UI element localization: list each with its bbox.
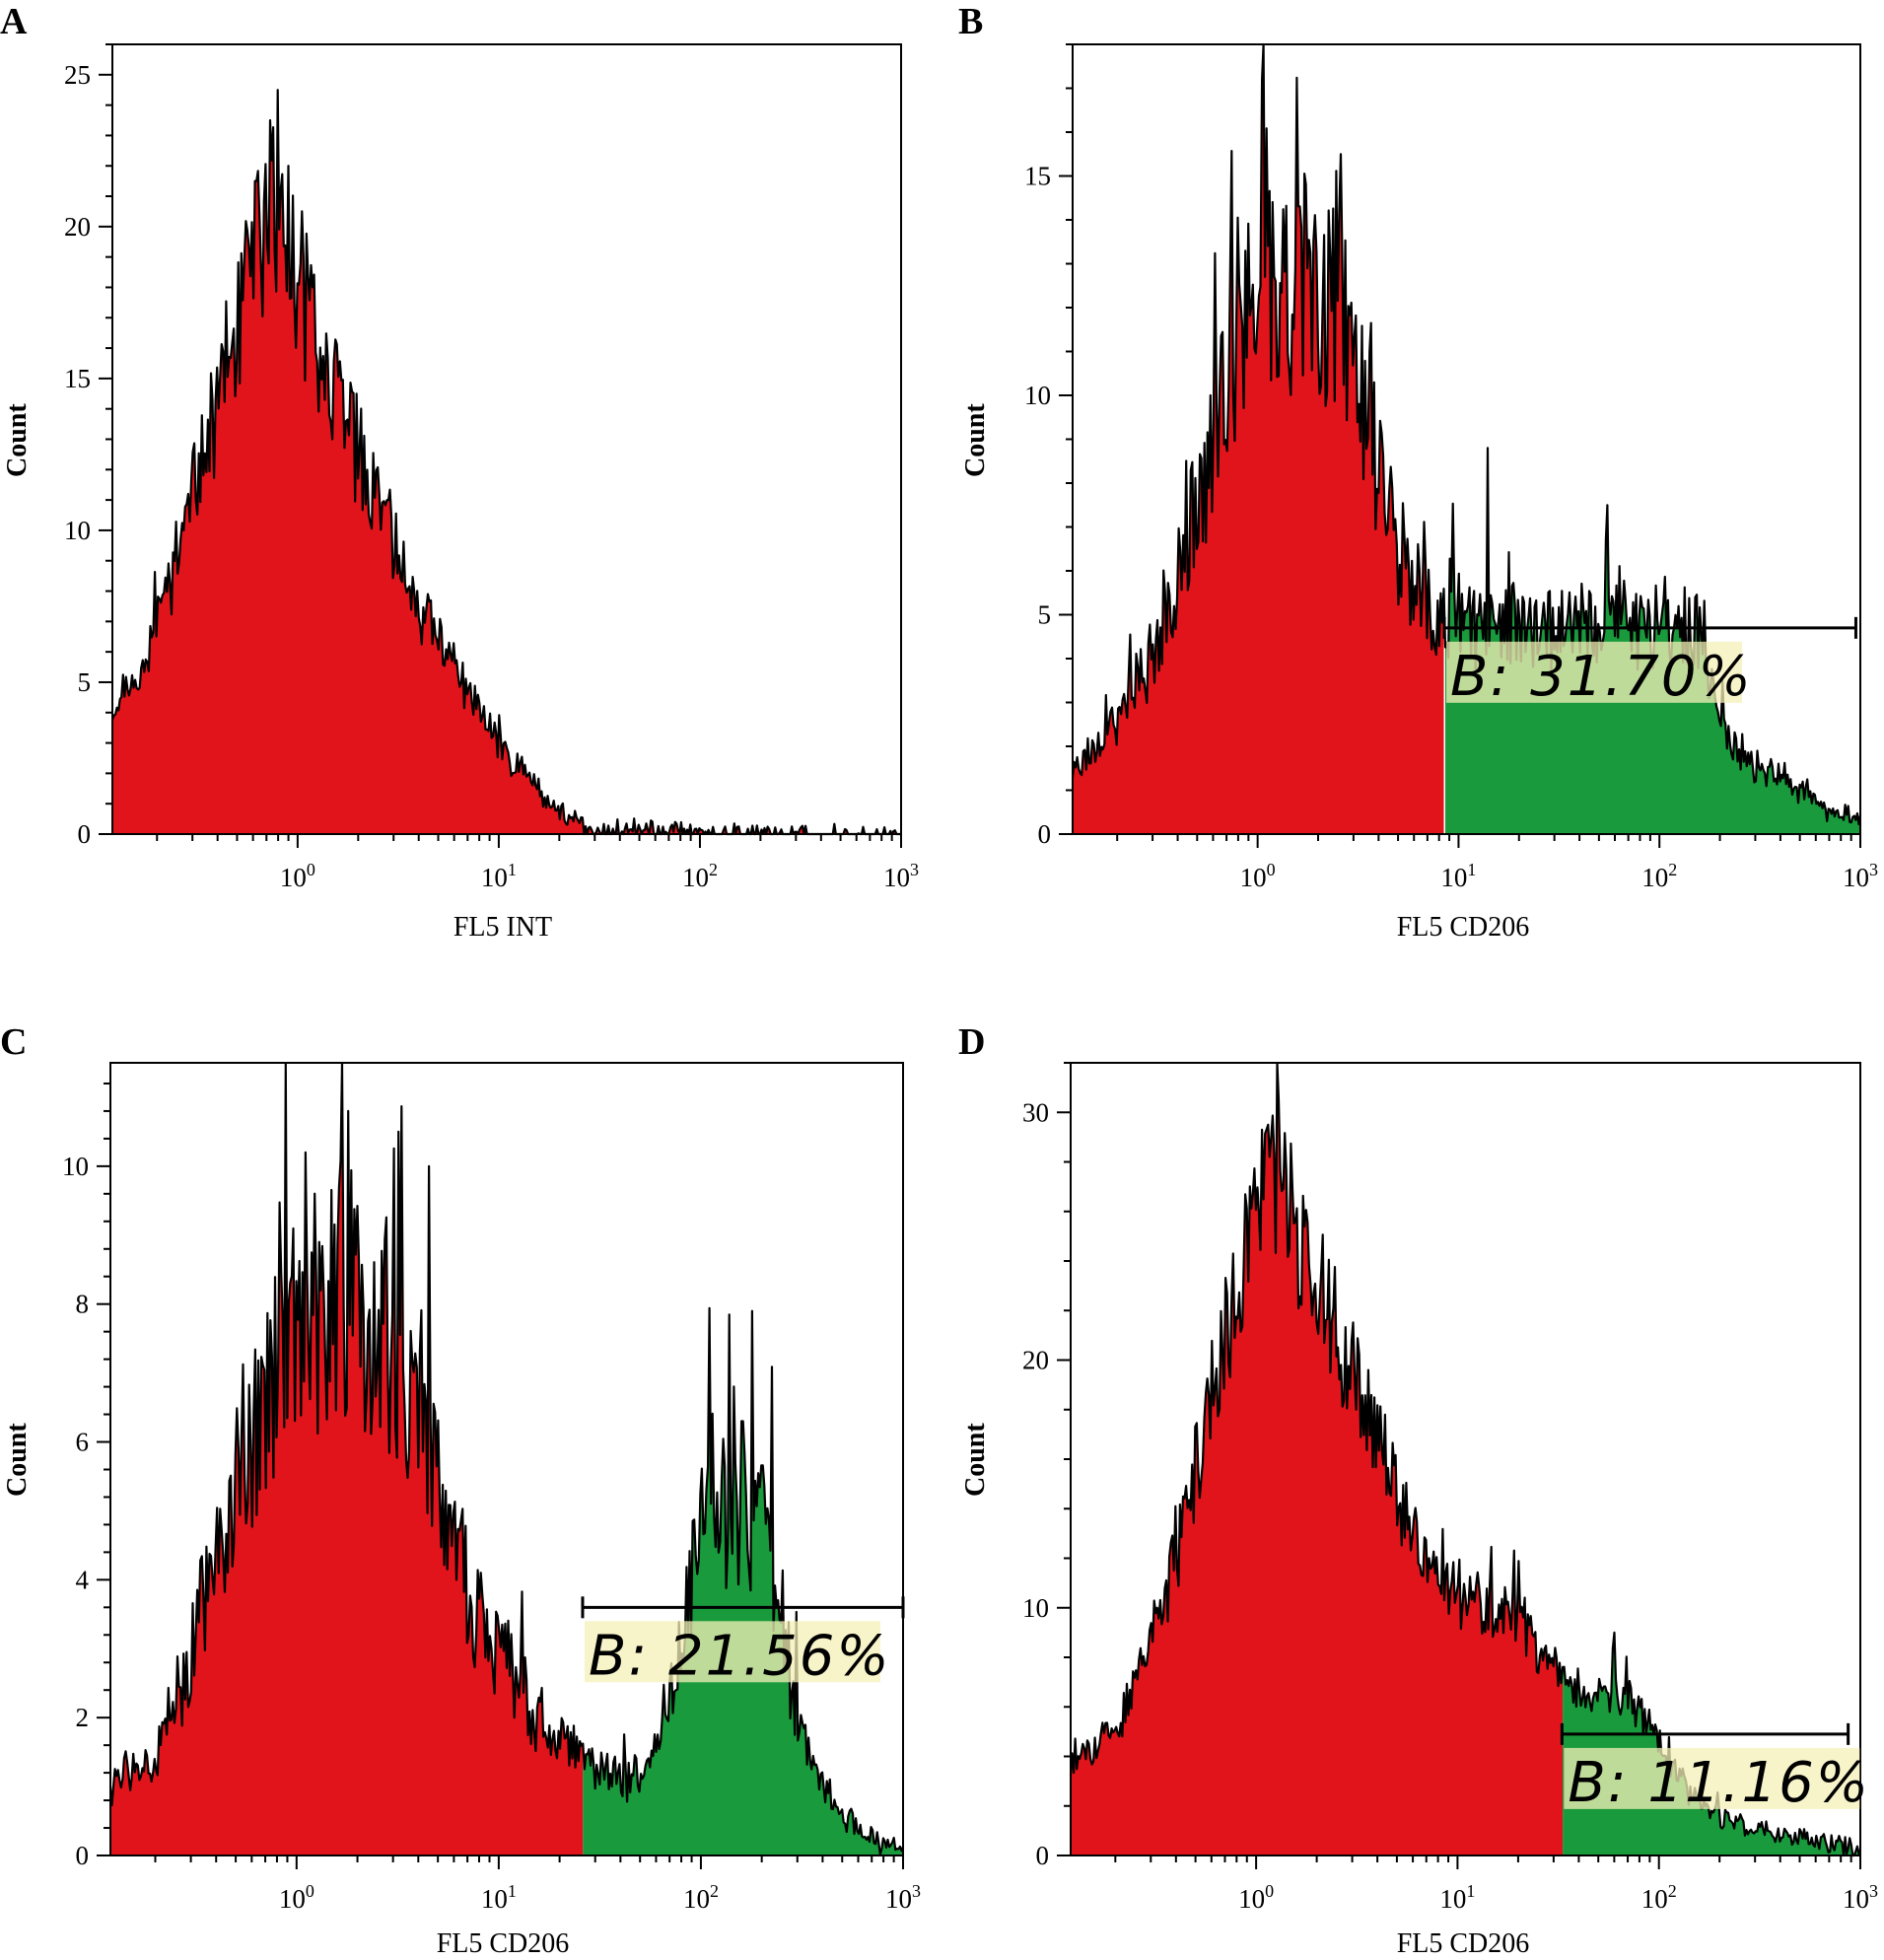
histogram-positive-area xyxy=(1445,448,1860,834)
y-tick-label: 10 xyxy=(1022,1593,1049,1623)
y-tick-label: 10 xyxy=(64,516,91,545)
x-tick-label: 102 xyxy=(682,860,718,892)
histogram-negative-area xyxy=(110,1063,584,1855)
x-tick-label: 100 xyxy=(280,860,315,892)
y-tick-label: 4 xyxy=(76,1565,90,1594)
x-axis-label-a: FL5 INT xyxy=(453,912,553,943)
y-tick-label: 0 xyxy=(78,819,92,849)
histogram-outline xyxy=(110,89,901,836)
x-axis-label-b: FL5 CD206 xyxy=(1396,912,1530,943)
y-tick-label: 5 xyxy=(78,667,92,697)
panel-letter-a: A xyxy=(0,1,28,42)
x-tick-label: 103 xyxy=(885,1881,921,1914)
x-tick-label: 103 xyxy=(1843,1881,1878,1914)
y-tick-label: 15 xyxy=(64,364,91,393)
gate-label: B: 21.56% xyxy=(589,1624,891,1688)
histogram-outline xyxy=(108,1061,905,1855)
chart-panel-b: 0 5 10 15 100 101 102 103 B: 31.70% xyxy=(1024,42,1878,892)
panel-letter-d: D xyxy=(958,1021,986,1063)
histogram-negative-area xyxy=(1071,1063,1564,1855)
y-tick-label: 0 xyxy=(76,1841,90,1870)
panel-letter-b: B xyxy=(958,1,984,42)
y-tick-label: 5 xyxy=(1038,600,1052,630)
x-tick-label: 102 xyxy=(683,1881,719,1914)
y-tick-label: 30 xyxy=(1022,1097,1049,1127)
histogram-outline xyxy=(1071,42,1862,826)
chart-panel-a: 0 5 10 15 20 25 100 101 102 103 xyxy=(64,43,919,892)
gate-label-highlight xyxy=(1446,641,1743,703)
x-tick-label: 103 xyxy=(883,860,919,892)
y-tick-label: 20 xyxy=(64,212,91,242)
gate-label: B: 31.70% xyxy=(1450,645,1753,709)
y-tick-label: 15 xyxy=(1024,162,1051,191)
x-axis-label-c: FL5 CD206 xyxy=(436,1928,570,1959)
y-tick-label: 10 xyxy=(1024,381,1051,410)
y-tick-label: 8 xyxy=(76,1290,90,1319)
y-tick-label: 0 xyxy=(1036,1841,1050,1870)
x-tick-label: 101 xyxy=(1440,860,1476,892)
histogram-outline xyxy=(1069,1061,1861,1857)
gate-label: B: 11.16% xyxy=(1568,1751,1870,1815)
y-tick-label: 0 xyxy=(1038,819,1052,849)
gate-label-highlight xyxy=(1564,1747,1860,1809)
y-tick-label: 25 xyxy=(64,60,91,90)
gate-label-highlight xyxy=(584,1621,880,1683)
chart-panel-c: 0 2 4 6 8 10 100 101 102 103 B: 21.56% xyxy=(62,1061,921,1914)
y-tick-label: 10 xyxy=(62,1152,89,1181)
x-axis-label-d: FL5 CD206 xyxy=(1396,1928,1530,1959)
y-tick-label: 6 xyxy=(76,1428,90,1457)
y-tick-label: 2 xyxy=(76,1703,90,1732)
histogram-negative-area xyxy=(112,90,901,834)
x-tick-label: 102 xyxy=(1641,1881,1677,1914)
x-tick-label: 101 xyxy=(481,860,517,892)
x-tick-label: 100 xyxy=(1240,860,1276,892)
chart-panel-d: 0 10 20 30 100 101 102 103 B: 11.16% xyxy=(1022,1061,1878,1914)
x-tick-label: 103 xyxy=(1843,860,1878,892)
x-tick-label: 100 xyxy=(279,1881,314,1914)
plot-frame xyxy=(109,1062,904,1856)
panel-letter-c: C xyxy=(0,1021,28,1063)
x-tick-label: 101 xyxy=(1439,1881,1475,1914)
x-tick-label: 102 xyxy=(1641,860,1677,892)
y-tick-label: 20 xyxy=(1022,1346,1049,1375)
x-tick-label: 101 xyxy=(481,1881,517,1914)
x-tick-label: 100 xyxy=(1238,1881,1274,1914)
